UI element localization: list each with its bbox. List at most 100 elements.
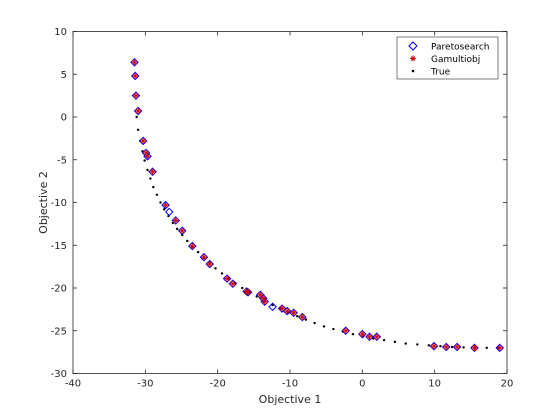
paretosearch-point [452,342,462,352]
marker-layer [130,57,505,353]
paretosearch-point [289,308,298,318]
true-point [135,115,138,119]
legend-true-label: True [430,68,451,78]
legend-paretosearch-label: Paretosearch [431,43,490,53]
gamultiobj-point [245,289,252,296]
gamultiobj-point [135,108,142,115]
y-tick-label: -15 [51,241,67,252]
gamultiobj-point [261,298,268,305]
x-axis-title: Objective 1 [259,393,322,406]
true-point [186,239,189,243]
x-tick-label: 10 [428,379,441,390]
true-point [485,346,488,350]
y-tick-label: 0 [61,113,67,124]
gamultiobj-point [373,333,380,340]
legend-gamultiobj-marker [410,55,416,62]
paretosearch-point [372,332,382,342]
true-point [149,177,152,180]
true-point [313,321,316,325]
gamultiobj-point [144,153,151,160]
true-point [450,345,454,349]
gamultiobj-point [189,243,196,250]
gamultiobj-point [430,343,437,350]
legend-paretosearch-marker [408,41,418,51]
paretosearch-point [148,167,157,177]
true-point [155,193,159,197]
gamultiobj-point [200,254,207,261]
paretosearch-point [495,343,505,353]
y-tick-label: -5 [57,155,67,166]
true-point [196,250,200,254]
paretosearch-point [470,343,479,353]
gamultiobj-point [366,333,373,340]
gamultiobj-point [132,72,139,79]
x-tick-label: 20 [501,379,514,390]
gamultiobj-point [172,217,179,224]
paretosearch-point [429,341,439,351]
paretosearch-point [188,241,197,251]
gamultiobj-point [290,309,297,316]
gamultiobj-point [162,202,169,209]
gamultiobj-point [299,314,306,321]
true-point [427,344,431,347]
y-tick-label: -25 [51,326,67,337]
paretosearch-point [143,152,152,161]
true-point [162,208,166,211]
gamultiobj-point [229,280,236,287]
gamultiobj-point [149,168,156,175]
true-point [159,201,162,204]
legend-true-marker [411,69,415,73]
gamultiobj-point [454,343,461,350]
x-tick-label: 0 [359,379,365,390]
paretosearch-point [297,312,307,322]
true-point [404,342,407,345]
x-tick-label: -10 [282,379,298,390]
gamultiobj-point [496,344,503,351]
paretosearch-point [161,200,170,210]
true-point [416,343,419,346]
paretosearch-point [268,302,277,312]
paretosearch-point [358,329,367,339]
paretosearch-point [365,332,374,342]
legend-gamultiobj-label: Gamultiobj [431,55,480,65]
true-point [220,272,224,275]
paretosearch-point [130,71,140,81]
paretosearch-point [164,207,174,217]
true-point [143,159,146,162]
true-point [214,267,217,270]
true-point [146,168,149,172]
gamultiobj-point [131,59,138,66]
paretosearch-point [341,326,351,336]
paretosearch-point [277,304,287,313]
gamultiobj-point [206,261,213,268]
true-point [322,325,326,328]
true-point [241,286,244,290]
x-tick-label: -40 [65,379,81,390]
y-tick-label: -20 [51,284,67,295]
true-point [175,227,179,231]
true-point [462,346,465,349]
legend: Paretosearch Gamultiobj True [396,36,499,80]
y-tick-label: 5 [61,70,67,81]
y-tick-label: -10 [51,198,67,209]
paretosearch-point [131,91,141,100]
gamultiobj-point [140,137,147,144]
paretosearch-point [177,226,187,236]
series-gamultiobj [131,59,503,351]
true-point [382,338,386,342]
gamultiobj-point [342,327,349,334]
y-tick-label: 10 [54,27,67,38]
paretosearch-point [199,252,209,262]
x-tick-label: -30 [137,379,153,390]
true-point [136,128,140,132]
gamultiobj-point [224,275,231,282]
paretosearch-point [441,342,451,352]
y-axis-title: Objective 2 [37,171,50,234]
gamultiobj-point [443,343,450,350]
gamultiobj-point [471,344,478,351]
paretosearch-point [222,274,232,283]
paretosearch-point [171,216,181,225]
plot-area [73,31,507,374]
paretosearch-point [138,136,148,146]
